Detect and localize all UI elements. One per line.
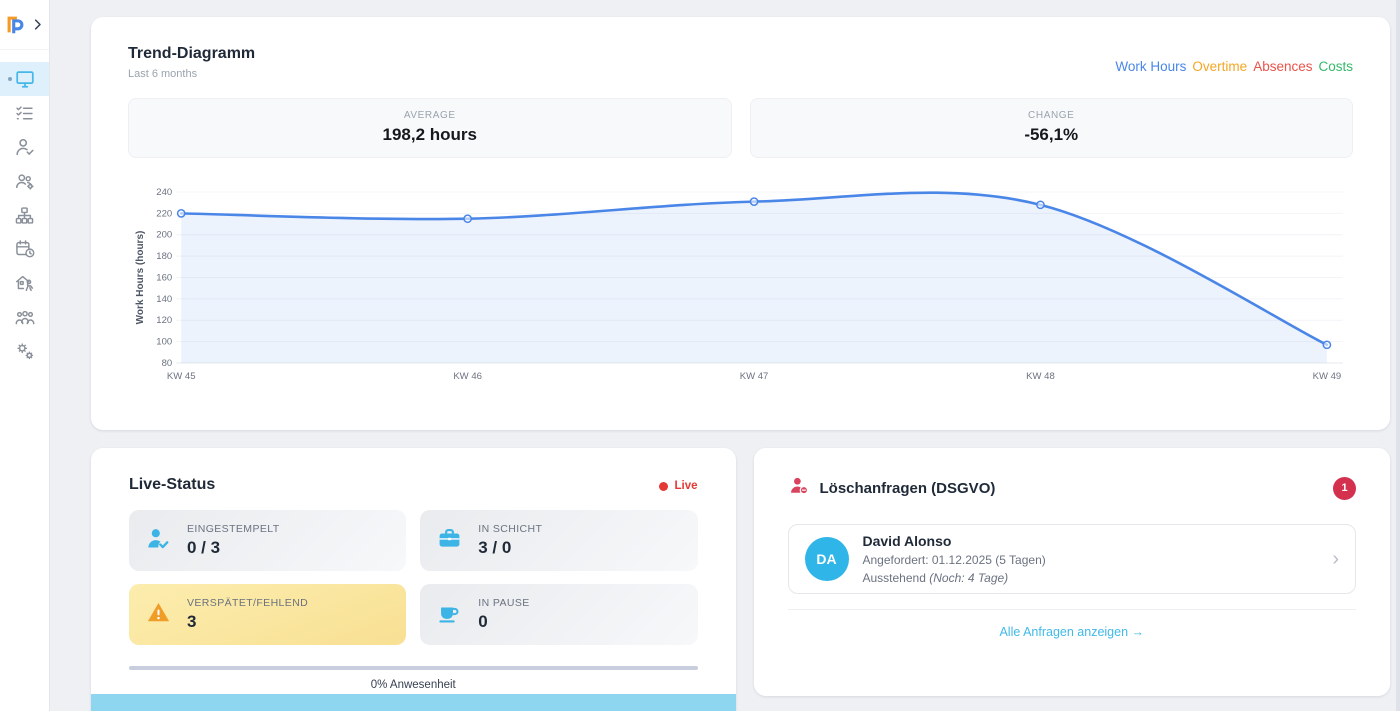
request-status: Ausstehend (Noch: 4 Tage) (862, 571, 1009, 585)
live-status-title: Live-Status (129, 476, 216, 493)
sidebar-item-scheduling[interactable] (0, 232, 49, 266)
request-remaining: (Noch: 4 Tage) (929, 571, 1009, 585)
average-stat-label: AVERAGE (403, 110, 456, 121)
chevron-right-icon: › (1332, 548, 1339, 570)
user-delete-icon (788, 474, 811, 502)
legend-item-work-hours[interactable]: Work Hours (1115, 59, 1187, 74)
tile-on-break-value: 0 (478, 612, 488, 631)
checklist-icon (14, 103, 35, 124)
live-indicator: Live (659, 476, 698, 492)
legend-item-costs[interactable]: Costs (1318, 59, 1353, 74)
sidebar-expand-button[interactable] (30, 17, 45, 32)
live-status-card: Live-Status Live EING (91, 448, 736, 711)
user-check-icon (145, 525, 172, 557)
work-hours-line-chart: 240 220 200 180 160 140 120 100 80 Work Hours (ho… (128, 174, 1353, 392)
sidebar-header (0, 0, 49, 50)
tile-on-shift: IN SCHICHT 3 / 0 (420, 510, 698, 571)
change-stat-label: CHANGE (1028, 110, 1075, 121)
chart-legend: Work Hours Overtime Absences Costs (1115, 45, 1353, 74)
change-stat-value: -56,1% (1024, 125, 1079, 144)
monitor-icon (14, 68, 36, 90)
view-all-requests-link[interactable]: Alle Anfragen anzeigen → (999, 625, 1145, 639)
svg-text:180: 180 (156, 251, 172, 262)
attendance-label: 0% Anwesenheit (370, 679, 456, 691)
trend-card-subtitle: Last 6 months (128, 68, 198, 80)
sidebar-item-team-management[interactable] (0, 164, 49, 198)
request-date: Angefordert: 01.12.2025 (5 Tagen) (862, 553, 1046, 567)
legend-item-absences[interactable]: Absences (1253, 59, 1313, 74)
briefcase-icon (436, 525, 463, 557)
page-scrollbar[interactable] (1396, 0, 1400, 711)
sidebar-item-employees[interactable] (0, 300, 49, 334)
warning-icon (145, 599, 172, 631)
avatar: DA (804, 537, 849, 581)
svg-text:KW 45: KW 45 (167, 371, 196, 382)
user-check-icon (14, 136, 36, 158)
svg-text:KW 49: KW 49 (1313, 371, 1342, 382)
tile-on-break: IN PAUSE 0 (420, 584, 698, 645)
divider (787, 609, 1356, 610)
coffee-icon (436, 599, 463, 631)
sidebar-item-org-chart[interactable] (0, 198, 49, 232)
live-label: Live (674, 480, 698, 492)
svg-text:KW 47: KW 47 (740, 371, 769, 382)
legend-item-overtime[interactable]: Overtime (1192, 59, 1248, 74)
svg-text:160: 160 (156, 273, 172, 284)
sidebar-item-dashboard[interactable] (0, 62, 49, 96)
tile-clocked-in-label: EINGESTEMPELT (187, 523, 280, 535)
average-stat-value: 198,2 hours (382, 125, 478, 144)
live-dot-icon (659, 481, 669, 491)
tile-on-shift-value: 3 / 0 (478, 538, 512, 557)
sidebar-nav (0, 50, 49, 368)
dsgvo-requests-card: Löschanfragen (DSGVO) 1 DA David Alonso … (753, 448, 1390, 696)
request-name: David Alonso (862, 533, 952, 549)
attendance-progress-bar (129, 666, 698, 670)
dsgvo-count-badge: 1 (1333, 476, 1356, 500)
group-icon (14, 306, 36, 328)
main-content: Trend-Diagramm Last 6 months Work Hours … (50, 0, 1400, 711)
trend-chart-card: Trend-Diagramm Last 6 months Work Hours … (91, 17, 1390, 430)
tile-on-shift-label: IN SCHICHT (478, 523, 543, 535)
sidebar-item-settings[interactable] (0, 334, 49, 368)
app-logo (5, 14, 27, 36)
svg-text:220: 220 (156, 208, 172, 219)
home-person-icon (14, 272, 36, 294)
svg-text:200: 200 (156, 230, 172, 241)
svg-text:120: 120 (156, 315, 172, 326)
average-stat-box: AVERAGE 198,2 hours (128, 98, 732, 158)
svg-text:Work Hours (hours): Work Hours (hours) (135, 231, 146, 325)
sidebar-item-attendance[interactable] (0, 130, 49, 164)
trend-card-title: Trend-Diagramm (128, 45, 256, 62)
svg-text:140: 140 (156, 294, 172, 305)
svg-text:240: 240 (156, 187, 172, 198)
svg-text:100: 100 (156, 337, 172, 348)
svg-text:KW 48: KW 48 (1026, 371, 1055, 382)
users-gear-icon (14, 170, 36, 192)
sidebar-item-tasks[interactable] (0, 96, 49, 130)
tile-clocked-in: EINGESTEMPELT 0 / 3 (129, 510, 407, 571)
sidebar (0, 0, 50, 711)
deletion-request-row[interactable]: DA David Alonso Angefordert: 01.12.2025 … (787, 524, 1356, 594)
svg-text:KW 46: KW 46 (453, 371, 482, 382)
dsgvo-card-title: Löschanfragen (DSGVO) (819, 479, 996, 497)
live-ticker-bar (91, 694, 736, 711)
tile-on-break-label: IN PAUSE (478, 597, 530, 609)
active-indicator-dot (8, 77, 12, 81)
live-status-tiles: EINGESTEMPELT 0 / 3 IN SCHICHT (129, 510, 698, 645)
tile-late-missing-label: VERSPÄTET/FEHLEND (187, 597, 309, 609)
tile-clocked-in-value: 0 / 3 (187, 538, 221, 557)
calendar-clock-icon (14, 238, 36, 260)
tile-late-missing-value: 3 (187, 612, 197, 631)
tile-late-missing: VERSPÄTET/FEHLEND 3 (129, 584, 407, 645)
svg-text:80: 80 (162, 358, 173, 369)
gears-icon (14, 340, 36, 362)
change-stat-box: CHANGE -56,1% (749, 98, 1353, 158)
hierarchy-icon (14, 205, 35, 226)
sidebar-item-home-office[interactable] (0, 266, 49, 300)
